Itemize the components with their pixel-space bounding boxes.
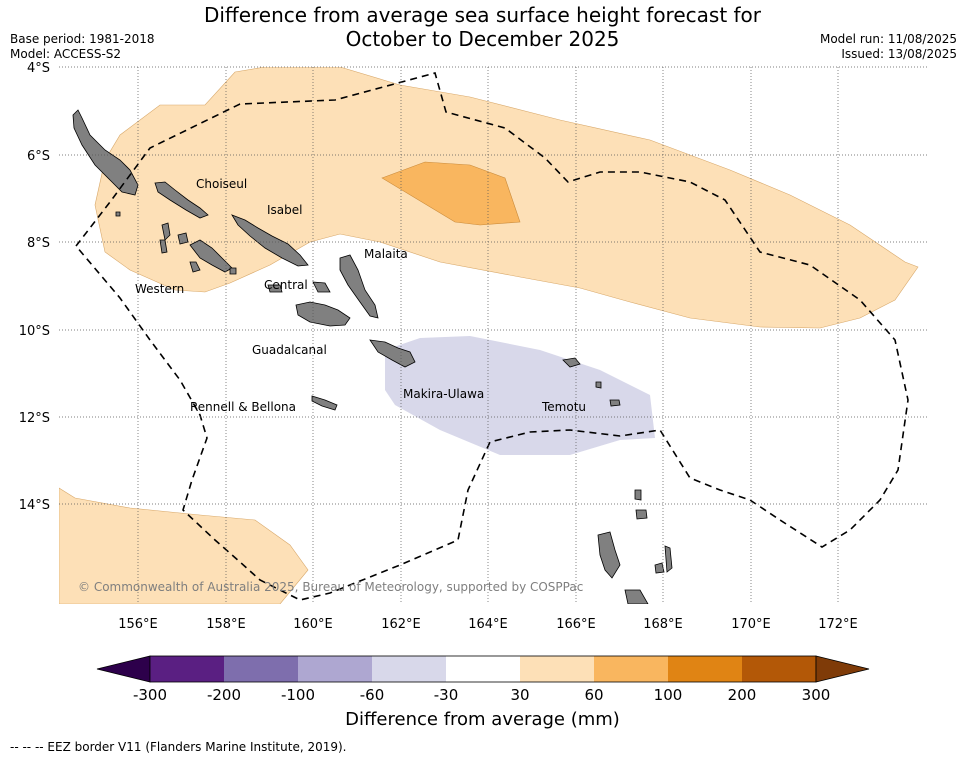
colorbar-tick: 300 [802,686,831,700]
lat-label: 14°S [19,498,50,513]
lon-label: 168°E [643,617,683,632]
longitude-labels: 156°E 158°E 160°E 162°E 164°E 166°E 168°… [118,617,858,632]
meta-right: Model run: 11/08/2025 Issued: 13/08/2025 [820,32,957,62]
island-espiritu-santo [597,531,621,579]
anomaly-positive-southwest [59,487,309,604]
colorbar-extend-low [96,655,151,683]
colorbar-bin [446,656,520,682]
lat-label: 8°S [27,236,50,251]
island-maewo [664,545,673,573]
colorbar-bin [372,656,446,682]
region-label-guadalcanal: Guadalcanal [252,343,327,357]
colorbar-title: Difference from average (mm) [345,709,620,730]
island-banks [635,509,648,520]
region-labels: Choiseul Isabel Malaita Western Central … [135,177,586,414]
anomaly-negative-patch [385,336,655,455]
graticule [59,66,927,604]
island-small-1 [115,211,121,217]
island-malekula [624,589,649,604]
island-small-2 [229,267,237,275]
lon-label: 164°E [468,617,508,632]
island-rendova [189,261,201,273]
colorbar-bin [150,656,224,682]
copyright-notice: © Commonwealth of Australia 2025, Bureau… [78,580,584,594]
lat-label: 6°S [27,149,50,164]
title-line-1: Difference from average sea surface heig… [203,3,762,27]
colorbar-tick: 30 [510,686,529,700]
island-vanikoro [609,399,621,407]
colorbar-extend-high [815,655,870,683]
colorbar-tick: -300 [133,686,167,700]
map-canvas: 4°S 6°S 8°S 10°S 12°S 14°S 156°E 158°E 1… [19,61,927,700]
island-florida [267,284,283,293]
colorbar-tick: -200 [207,686,241,700]
lon-label: 170°E [731,617,771,632]
island-guadalcanal [295,301,351,327]
lon-label: 172°E [818,617,858,632]
island-kolombangara [177,232,189,245]
issued-date: Issued: 13/08/2025 [841,47,957,61]
region-label-rennell-bellona: Rennell & Bellona [190,400,296,414]
eez-border [74,72,909,601]
land-islands [72,109,673,604]
colorbar-tick: -60 [360,686,385,700]
eez-legend: -- -- -- EEZ border V11 (Flanders Marine… [10,740,347,754]
region-label-malaita: Malaita [364,247,408,261]
lon-label: 160°E [293,617,333,632]
colorbar-tick: 60 [584,686,603,700]
region-label-western: Western [135,282,184,296]
island-torres [634,489,642,501]
colorbar-bin [594,656,668,682]
island-utupua [595,381,602,389]
region-label-central: Central [264,278,308,292]
island-pentecost [654,562,665,574]
colorbar-tick: -100 [281,686,315,700]
colorbar-ticks: -300 -200 -100 -60 -30 30 60 100 200 300 [133,686,830,700]
region-label-makira-ulawa: Makira-Ulawa [403,387,484,401]
region-label-temotu: Temotu [541,400,586,414]
island-makira [369,339,416,368]
island-rennell [311,395,338,411]
colorbar-tick: -30 [434,686,459,700]
region-label-isabel: Isabel [267,203,302,217]
island-choiseul [154,181,209,219]
island-russell [312,281,331,293]
colorbar-tick: 100 [654,686,683,700]
map-content [59,67,919,604]
lon-label: 166°E [556,617,596,632]
colorbar-bin [520,656,594,682]
title-line-2: October to December 2025 [345,27,620,51]
island-vella-lavella [161,222,171,241]
region-label-choiseul: Choiseul [196,177,247,191]
model-name: Model: ACCESS-S2 [10,47,122,61]
latitude-labels: 4°S 6°S 8°S 10°S 12°S 14°S [19,61,50,513]
colorbar-bin [668,656,742,682]
meta-left: Base period: 1981-2018 Model: ACCESS-S2 [10,32,155,62]
colorbar-bin [224,656,298,682]
lon-label: 156°E [118,617,158,632]
colorbar-bin [742,656,816,682]
lon-label: 162°E [381,617,421,632]
colorbar-tick: 200 [728,686,757,700]
model-run: Model run: 11/08/2025 [819,32,957,46]
lat-label: 10°S [19,324,50,339]
lat-label: 12°S [19,411,50,426]
anomaly-60-100-patch [381,161,521,226]
island-malaita [339,254,379,319]
map-title: Difference from average sea surface heig… [0,3,965,51]
island-isabel [231,214,309,267]
base-period: Base period: 1981-2018 [10,32,155,46]
lat-label: 4°S [27,61,50,76]
island-ranongga [159,239,168,254]
lon-label: 158°E [206,617,246,632]
colorbar: -300 -200 -100 -60 -30 30 60 100 200 300 [96,655,870,700]
colorbar-bin [298,656,372,682]
